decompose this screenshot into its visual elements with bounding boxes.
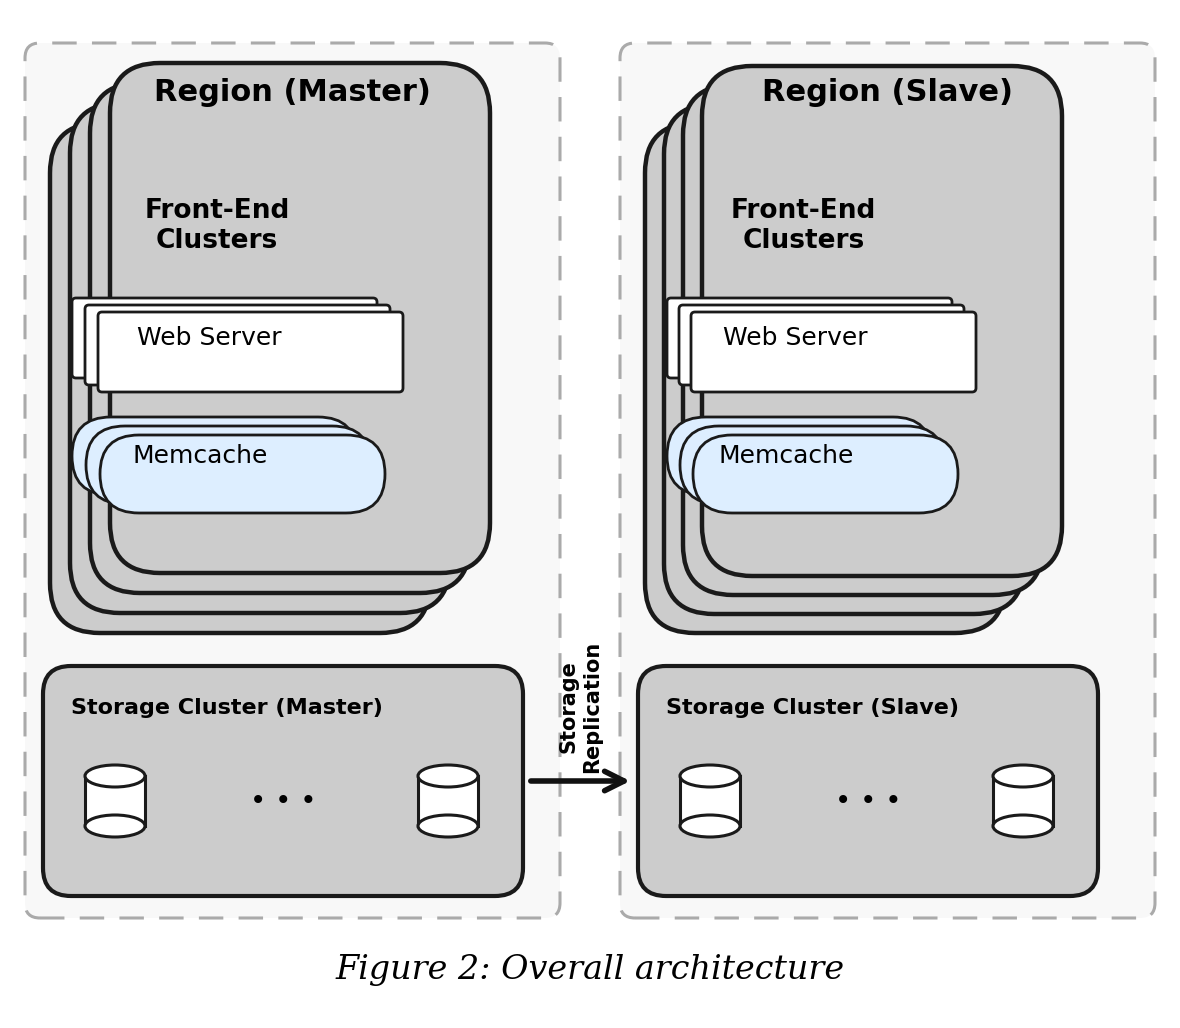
FancyBboxPatch shape xyxy=(100,435,385,513)
FancyBboxPatch shape xyxy=(638,666,1099,896)
Ellipse shape xyxy=(680,765,740,787)
FancyBboxPatch shape xyxy=(702,66,1062,576)
Text: Region (Slave): Region (Slave) xyxy=(762,78,1012,107)
FancyBboxPatch shape xyxy=(72,298,376,378)
Text: Front-End
Clusters: Front-End Clusters xyxy=(144,198,290,254)
Bar xyxy=(680,776,740,827)
Ellipse shape xyxy=(418,815,478,837)
Text: Region (Master): Region (Master) xyxy=(155,78,431,107)
FancyBboxPatch shape xyxy=(70,103,450,613)
FancyBboxPatch shape xyxy=(85,305,391,386)
Text: • • •: • • • xyxy=(834,787,902,815)
FancyBboxPatch shape xyxy=(664,104,1024,614)
FancyBboxPatch shape xyxy=(678,305,964,386)
FancyBboxPatch shape xyxy=(90,83,470,593)
Text: Memcache: Memcache xyxy=(719,444,854,468)
FancyBboxPatch shape xyxy=(50,123,430,633)
Ellipse shape xyxy=(994,765,1053,787)
Bar xyxy=(85,776,145,827)
FancyBboxPatch shape xyxy=(683,85,1043,595)
FancyBboxPatch shape xyxy=(25,43,560,918)
Text: Memcache: Memcache xyxy=(132,444,268,468)
FancyBboxPatch shape xyxy=(667,298,952,378)
FancyBboxPatch shape xyxy=(691,313,976,392)
FancyBboxPatch shape xyxy=(680,426,945,504)
FancyBboxPatch shape xyxy=(693,435,958,513)
Bar xyxy=(418,776,478,827)
FancyBboxPatch shape xyxy=(72,417,358,495)
FancyArrowPatch shape xyxy=(531,771,624,791)
FancyBboxPatch shape xyxy=(98,313,404,392)
Text: Front-End
Clusters: Front-End Clusters xyxy=(730,198,876,254)
Text: Storage Cluster (Slave): Storage Cluster (Slave) xyxy=(666,698,959,718)
Ellipse shape xyxy=(680,815,740,837)
Text: • • •: • • • xyxy=(250,787,316,815)
Ellipse shape xyxy=(418,765,478,787)
Text: Web Server: Web Server xyxy=(137,326,282,350)
Ellipse shape xyxy=(85,815,145,837)
FancyBboxPatch shape xyxy=(645,123,1005,633)
Text: Figure 2: Overall architecture: Figure 2: Overall architecture xyxy=(335,954,845,986)
Text: Storage
Replication: Storage Replication xyxy=(559,640,602,773)
FancyBboxPatch shape xyxy=(620,43,1155,918)
FancyBboxPatch shape xyxy=(667,417,932,495)
Text: Web Server: Web Server xyxy=(723,326,867,350)
FancyBboxPatch shape xyxy=(86,426,371,504)
FancyBboxPatch shape xyxy=(110,63,490,573)
FancyBboxPatch shape xyxy=(42,666,523,896)
Ellipse shape xyxy=(994,815,1053,837)
Text: Storage Cluster (Master): Storage Cluster (Master) xyxy=(71,698,382,718)
Ellipse shape xyxy=(85,765,145,787)
Bar xyxy=(994,776,1053,827)
